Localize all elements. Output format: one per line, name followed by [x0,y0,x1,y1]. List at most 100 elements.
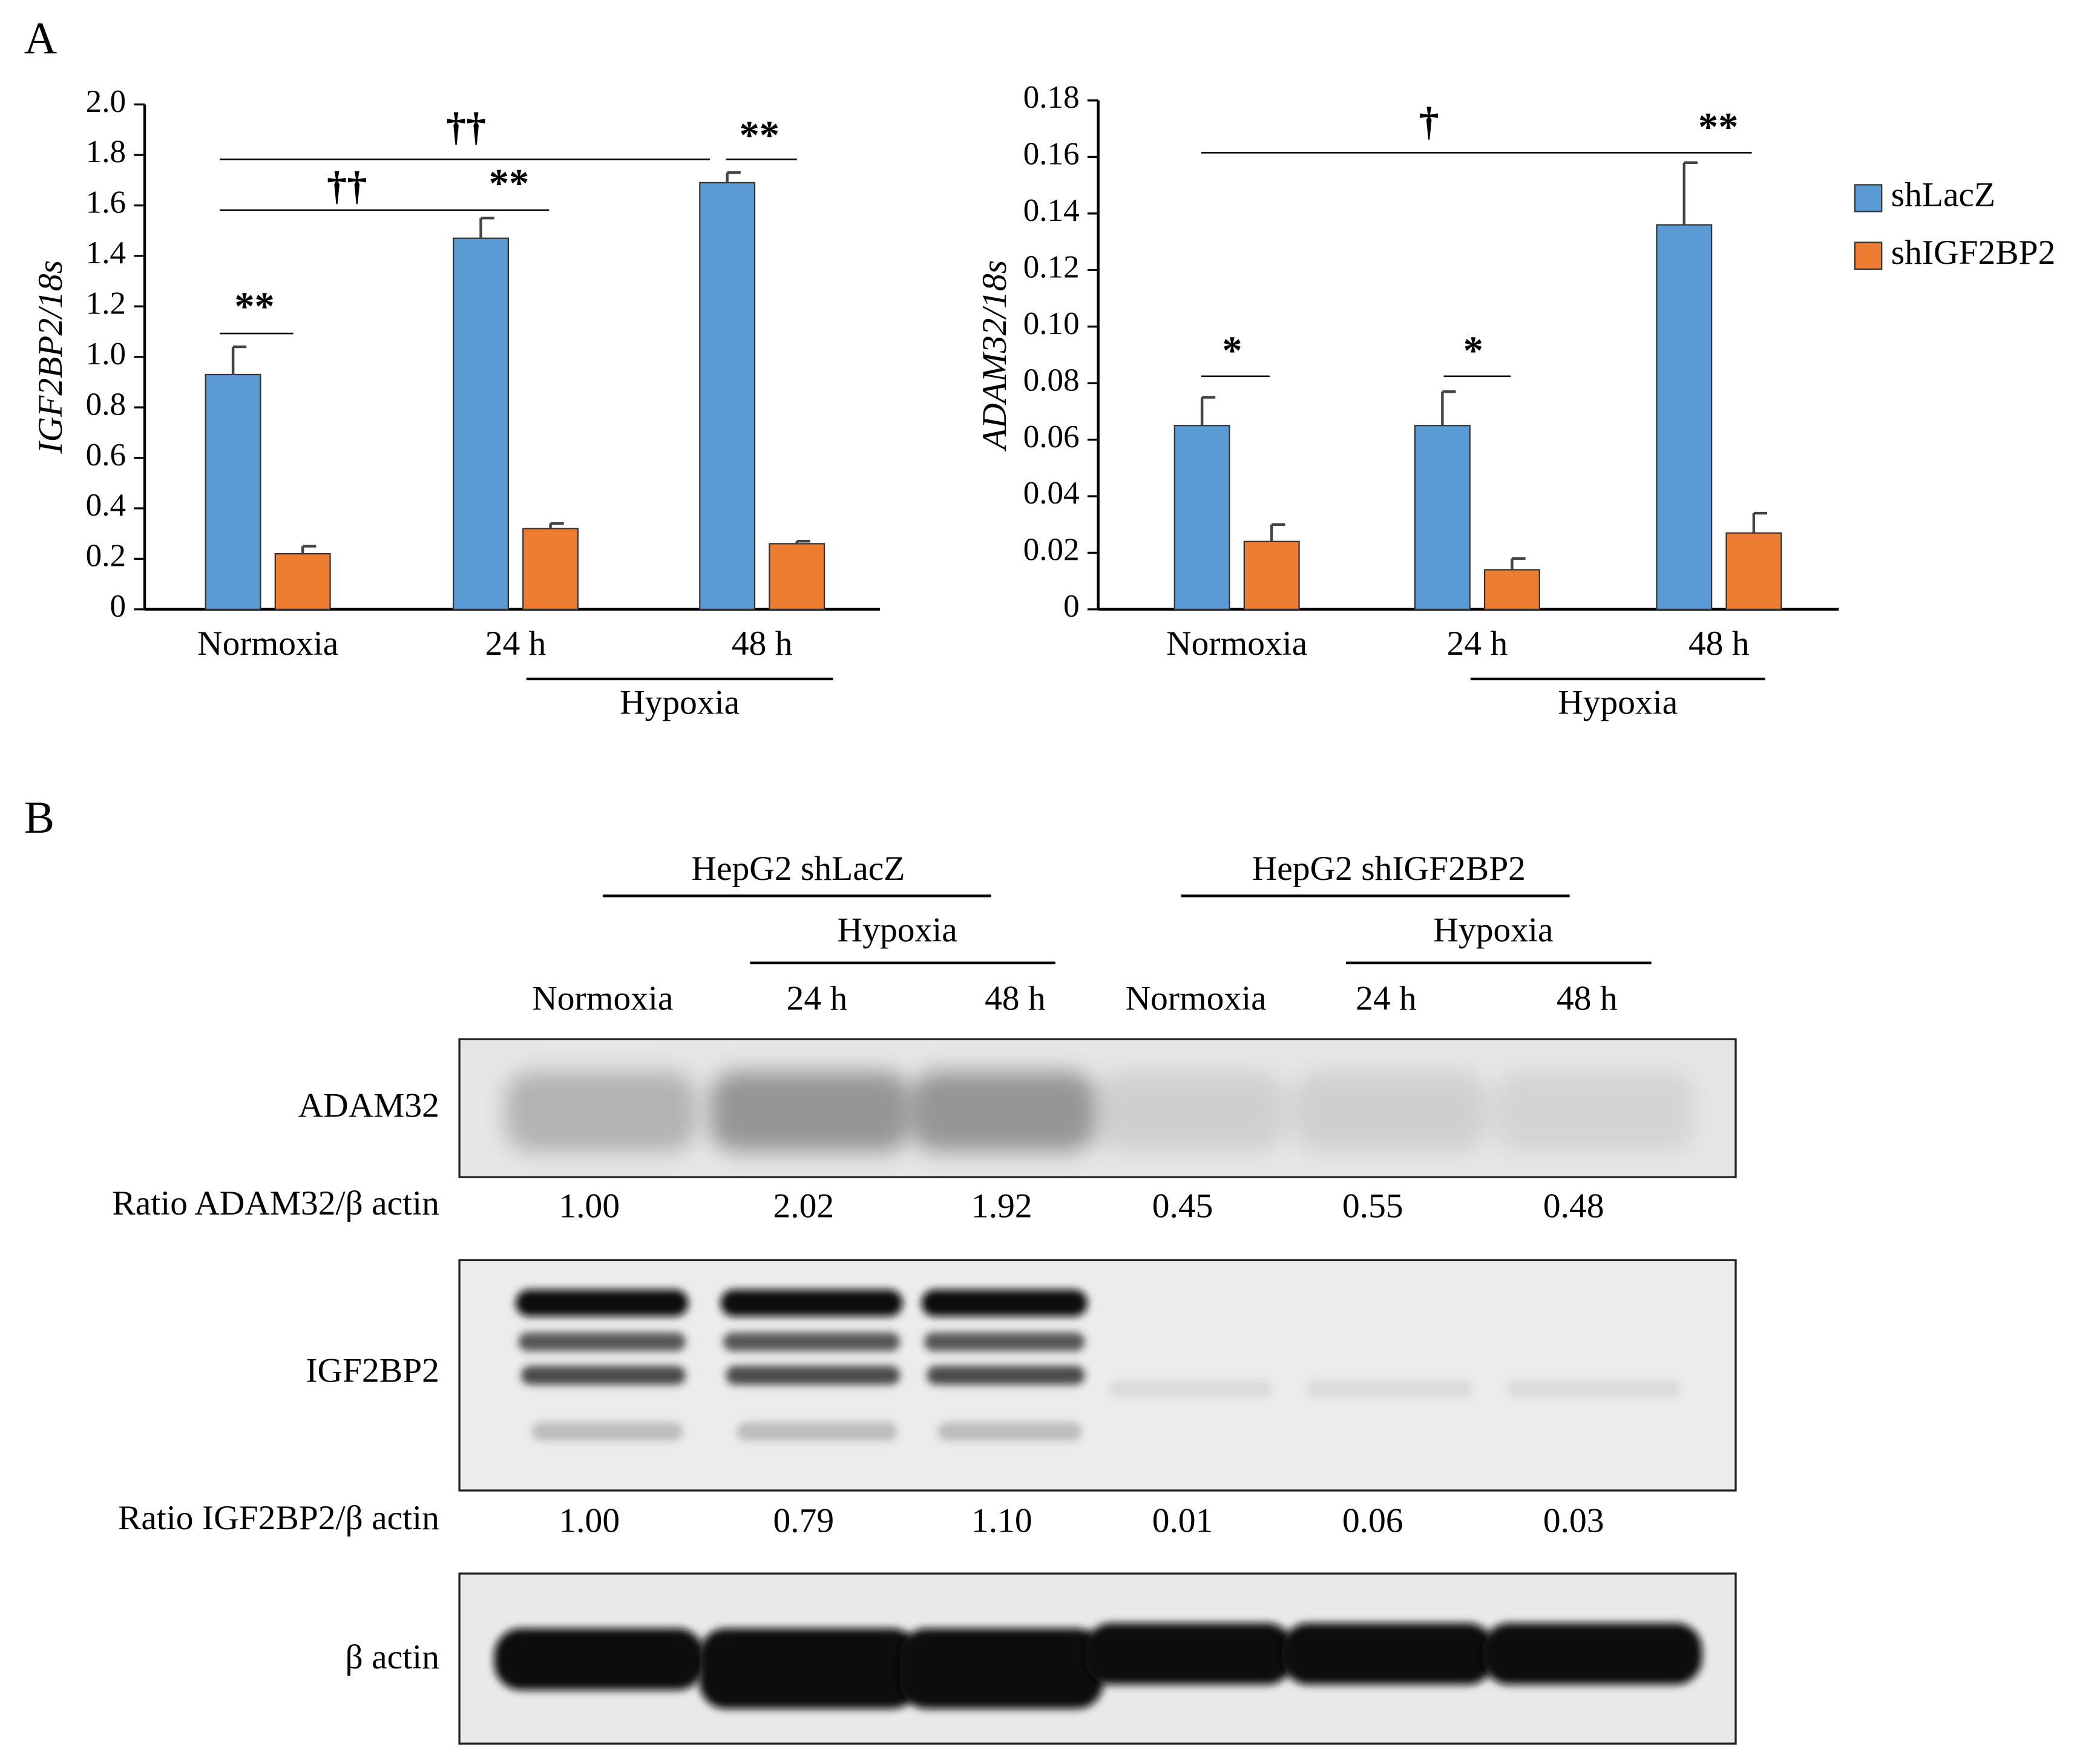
significance-mark: ** [740,113,779,157]
x-tick-label: Normoxia [197,625,338,663]
band [1482,1623,1702,1685]
y-tick-label: 1.6 [86,185,126,220]
band [921,1290,1088,1317]
row-label: β actin [345,1638,439,1676]
error-bar [1270,523,1285,542]
y-tick-label: 0.08 [1023,362,1080,398]
lane-label: Normoxia [1126,979,1267,1017]
x-tick-label: 24 h [1447,625,1508,663]
group-label: Hypoxia [1558,683,1678,721]
error-bar [301,545,317,554]
band [1281,1623,1495,1685]
ratio-value: 0.03 [1543,1502,1604,1540]
bar [1656,224,1713,610]
band [924,1332,1085,1351]
band [910,1071,1096,1152]
bar [1414,425,1471,610]
legend-label: shLacZ [1891,176,1995,214]
row-label: IGF2BP2 [306,1352,439,1390]
group-label: Hypoxia [620,683,740,721]
band [518,1332,686,1351]
y-tick-label: 0.4 [86,488,126,523]
error-bar [479,217,494,238]
error-bar [231,345,247,375]
significance-mark: † [1419,100,1439,144]
band [1493,1071,1695,1152]
ratio-value: 2.02 [773,1187,834,1225]
panel-label: B [24,793,54,843]
row-label: ADAM32 [298,1087,439,1125]
bar [1725,532,1782,610]
band [505,1071,697,1152]
significance-mark: ** [1698,105,1738,149]
y-tick-label: 1.4 [86,235,126,271]
ratio-value: 1.92 [971,1187,1032,1225]
band [723,1332,901,1351]
x-tick-label: 48 h [732,625,793,663]
lane-label: 48 h [1557,979,1618,1017]
band [520,1366,686,1385]
band [699,1628,919,1709]
error-bar [1682,161,1698,225]
y-tick-label: 1.2 [86,286,126,321]
band [709,1071,911,1152]
x-tick-label: 48 h [1688,625,1750,663]
error-bar [1511,557,1526,570]
y-tick-label: 0.12 [1023,249,1080,284]
band [1506,1379,1681,1399]
ratio-value: 0.48 [1543,1187,1604,1225]
error-bar [549,522,564,529]
y-tick-label: 0.04 [1023,476,1080,511]
band [720,1290,903,1317]
error-bar [1200,396,1216,426]
y-tick-label: 2.0 [86,84,126,119]
band [531,1422,683,1441]
lane-label: 48 h [985,979,1046,1017]
ratio-label: Ratio ADAM32/β actin [112,1184,439,1222]
y-tick-label: 0.16 [1023,137,1080,172]
band [1109,1379,1273,1399]
y-axis-label: ADAM32/18s [976,260,1014,452]
subgroup-label: Hypoxia [838,911,957,949]
lane-label: 24 h [787,979,848,1017]
group-label: HepG2 shLacZ [691,850,905,888]
ratio-value: 0.01 [1152,1502,1213,1540]
bar [453,237,509,610]
ratio-value: 1.00 [559,1187,620,1225]
x-tick-label: 24 h [485,625,546,663]
significance-mark: †† [446,105,486,149]
band [937,1422,1083,1441]
bar [522,528,579,610]
significance-mark: †† [327,164,367,208]
y-axis-label: IGF2BP2/18s [31,260,70,454]
lane-label: Normoxia [532,979,673,1017]
y-tick-label: 1.0 [86,336,126,372]
y-tick-label: 0 [110,589,126,624]
significance-mark: * [1463,329,1483,373]
lane-label: 24 h [1356,979,1417,1017]
band [1305,1379,1474,1399]
bar [1173,425,1230,610]
significance-mark: ** [234,285,274,329]
panel-label: A [24,13,57,64]
y-tick-label: 0.6 [86,438,126,473]
significance-mark: ** [489,162,529,206]
y-tick-label: 0.06 [1023,419,1080,454]
subgroup-label: Hypoxia [1433,911,1553,949]
band [737,1422,897,1441]
y-tick-label: 0.18 [1023,80,1080,115]
bar [699,182,756,610]
band [494,1628,705,1690]
y-tick-label: 0 [1063,589,1080,624]
significance-mark: * [1222,329,1242,373]
x-tick-label: Normoxia [1166,625,1307,663]
band [516,1290,689,1317]
y-tick-label: 1.8 [86,134,126,169]
y-tick-label: 0.10 [1023,306,1080,341]
error-bar [726,171,741,183]
bar [769,543,825,610]
ratio-value: 0.45 [1152,1187,1213,1225]
band [927,1366,1085,1385]
ratio-label: Ratio IGF2BP2/β actin [118,1499,439,1537]
